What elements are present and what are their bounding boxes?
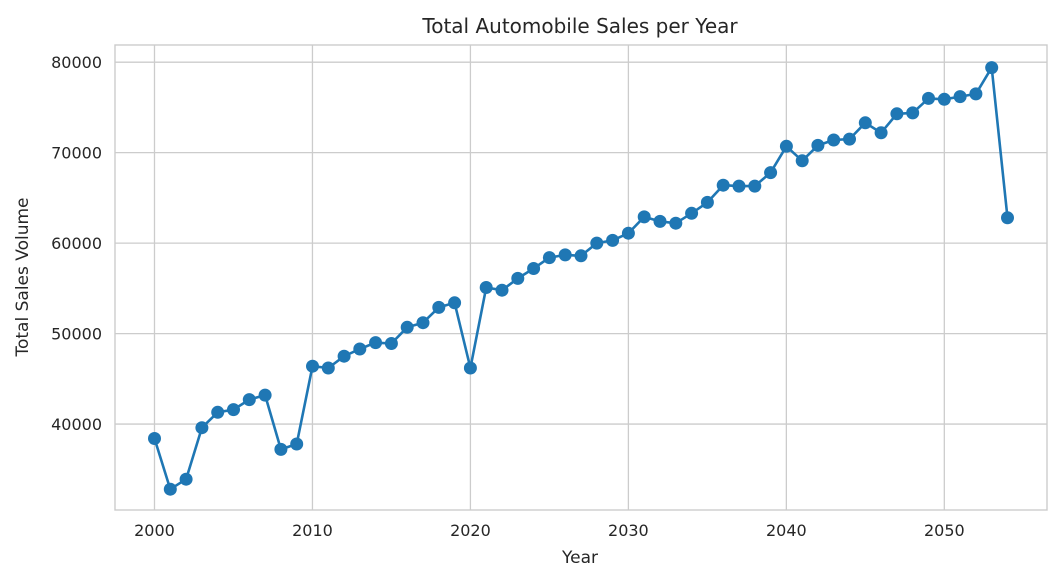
x-tick-label: 2030 <box>608 521 649 540</box>
data-point <box>179 472 193 486</box>
data-point <box>274 442 288 456</box>
data-point <box>416 316 430 330</box>
data-point <box>953 90 967 104</box>
y-tick-label: 50000 <box>51 325 102 344</box>
y-tick-label: 70000 <box>51 144 102 163</box>
x-tick-label: 2010 <box>292 521 333 540</box>
data-point <box>495 283 509 297</box>
x-tick-label: 2040 <box>766 521 807 540</box>
data-point <box>148 432 161 445</box>
data-point <box>922 91 935 105</box>
data-point <box>669 216 683 230</box>
data-point <box>306 359 319 373</box>
chart-title: Total Automobile Sales per Year <box>421 14 738 38</box>
data-point <box>906 106 920 120</box>
data-point <box>700 195 714 209</box>
data-point <box>685 206 699 220</box>
data-point <box>258 388 272 402</box>
data-point <box>195 421 209 435</box>
data-point <box>321 361 335 375</box>
data-point <box>590 236 604 250</box>
data-point <box>621 226 635 240</box>
data-point <box>779 139 793 153</box>
data-point <box>163 482 177 496</box>
data-point <box>337 349 351 363</box>
data-point <box>211 405 225 419</box>
data-point <box>384 337 398 350</box>
x-tick-label: 2050 <box>924 521 965 540</box>
data-point <box>574 249 588 263</box>
data-point <box>732 179 746 193</box>
data-point <box>527 262 541 275</box>
data-point <box>1001 211 1014 225</box>
y-tick-label: 40000 <box>51 415 102 434</box>
data-point <box>637 210 651 224</box>
data-point <box>827 133 841 147</box>
data-point <box>606 233 620 247</box>
data-point <box>874 126 888 140</box>
data-point <box>463 361 477 375</box>
data-point <box>242 393 256 407</box>
data-point <box>843 132 856 146</box>
x-axis: 2000 2010 2020 2030 2040 2050 <box>134 521 965 540</box>
y-tick-label: 80000 <box>51 53 102 72</box>
data-point <box>542 251 556 265</box>
data-point <box>890 107 904 121</box>
data-point <box>290 437 304 451</box>
data-point <box>985 61 999 75</box>
x-tick-label: 2000 <box>134 521 175 540</box>
x-axis-label: Year <box>561 548 598 568</box>
plot-area <box>114 44 1048 511</box>
data-point <box>653 214 667 228</box>
data-point <box>448 296 462 310</box>
x-tick-label: 2020 <box>450 521 491 540</box>
data-point <box>227 403 240 417</box>
grid <box>115 45 1047 510</box>
data-point <box>558 248 572 262</box>
data-point <box>969 87 983 101</box>
data-point <box>353 342 367 356</box>
data-point <box>716 178 730 192</box>
data-point <box>748 179 762 193</box>
y-tick-label: 60000 <box>51 234 102 253</box>
data-point <box>858 116 872 130</box>
data-point <box>937 92 951 106</box>
data-point <box>511 271 525 285</box>
y-axis: 40000 50000 60000 70000 80000 <box>51 53 102 434</box>
series-layer <box>148 61 1014 496</box>
data-point <box>479 281 493 294</box>
data-point <box>795 154 809 168</box>
data-point <box>369 336 383 350</box>
data-point <box>400 320 414 334</box>
data-point <box>432 300 446 314</box>
data-point <box>811 138 825 152</box>
data-point <box>764 166 778 180</box>
y-axis-label: Total Sales Volume <box>13 198 33 358</box>
